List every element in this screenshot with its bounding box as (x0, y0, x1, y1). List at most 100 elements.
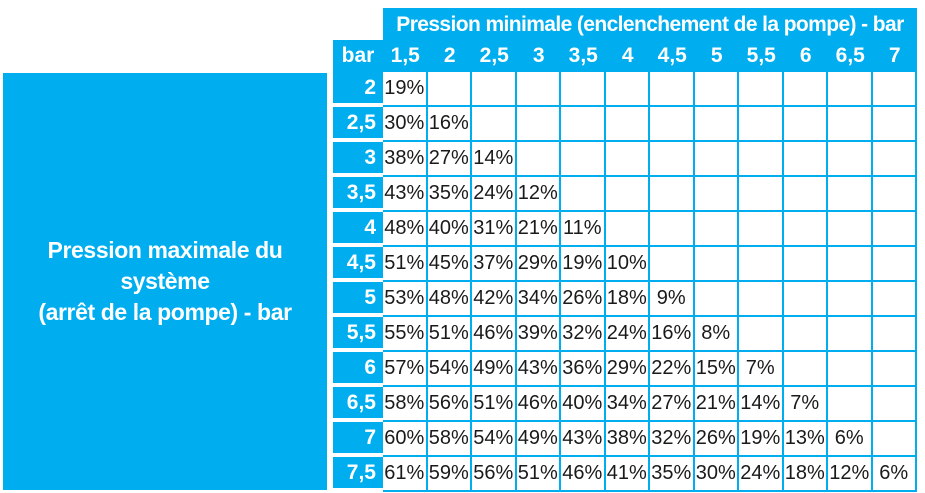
table-cell: 41% (605, 457, 648, 490)
table-cell: 43% (561, 422, 604, 455)
table-cell-empty (516, 72, 559, 105)
column-header: 3,5 (568, 44, 598, 67)
row-axis-title: Pression maximale du système (arrêt de l… (3, 73, 327, 490)
table-cell-empty (739, 247, 782, 280)
table-cell: 18% (605, 282, 648, 315)
table-cell: 49% (516, 422, 559, 455)
table-cell: 11% (561, 212, 604, 245)
table-cell-empty (650, 107, 693, 140)
table-cell-empty (561, 142, 604, 175)
table-cell: 48% (427, 282, 470, 315)
table-cell-empty (516, 107, 559, 140)
table-cell-empty (739, 107, 782, 140)
table-cell-empty (516, 142, 559, 175)
table-cell-empty (872, 142, 915, 175)
column-header: 5 (710, 44, 723, 67)
table-cell-empty (872, 177, 915, 210)
table-cell: 58% (383, 387, 426, 420)
table-cell: 46% (516, 387, 559, 420)
table-cell-empty (472, 107, 515, 140)
row-header: 3,5 (333, 177, 383, 208)
table-cell: 36% (561, 352, 604, 385)
table-cell-empty (783, 72, 826, 105)
table-cell-empty (783, 352, 826, 385)
row-header: 7,5 (333, 457, 383, 488)
table-cell: 45% (427, 247, 470, 280)
table-cell: 21% (694, 387, 737, 420)
table-cell-empty (828, 247, 871, 280)
table-cell: 6% (828, 422, 871, 455)
table-cell: 39% (516, 317, 559, 350)
table-cell: 42% (472, 282, 515, 315)
column-header: 2 (443, 44, 456, 67)
table-cell: 51% (472, 387, 515, 420)
table-cell: 43% (516, 352, 559, 385)
table-cell: 51% (427, 317, 470, 350)
table-cell: 56% (472, 457, 515, 490)
table-cell: 9% (650, 282, 693, 315)
table-cell: 51% (516, 457, 559, 490)
table-cell-empty (694, 142, 737, 175)
table-cell: 14% (739, 387, 782, 420)
table-cell-empty (694, 247, 737, 280)
table-cell-empty (739, 317, 782, 350)
table-cell-empty (872, 72, 915, 105)
column-header: 4 (621, 44, 634, 67)
table-cell: 29% (605, 352, 648, 385)
table-cell: 54% (427, 352, 470, 385)
table-cell-empty (828, 177, 871, 210)
table-cell: 8% (694, 317, 737, 350)
table-cell-empty (650, 212, 693, 245)
table-cell: 58% (427, 422, 470, 455)
table-cell: 32% (561, 317, 604, 350)
table-cell: 34% (605, 387, 648, 420)
table-cell-empty (561, 107, 604, 140)
table-cell-empty (828, 142, 871, 175)
table-cell: 61% (383, 457, 426, 490)
table-cell-empty (872, 247, 915, 280)
table-cell-empty (872, 387, 915, 420)
table-cell: 56% (427, 387, 470, 420)
table-cell: 22% (650, 352, 693, 385)
column-header: 6 (799, 44, 812, 67)
data-grid: 19% 30% 16% 38% 27% 14% 43% 35% 24% 12% 48% 40% 31% 2… (383, 72, 917, 492)
table-cell: 53% (383, 282, 426, 315)
table-cell-empty (605, 107, 648, 140)
table-cell-empty (739, 142, 782, 175)
table-cell: 24% (739, 457, 782, 490)
row-header: 4 (333, 212, 383, 243)
table-cell: 38% (605, 422, 648, 455)
table-cell-empty (694, 72, 737, 105)
table-cell-empty (650, 142, 693, 175)
table-cell: 26% (561, 282, 604, 315)
column-header: 1,5 (390, 44, 420, 67)
table-cell: 6% (872, 457, 915, 490)
table-cell-empty (605, 142, 648, 175)
table-cell: 15% (694, 352, 737, 385)
table-cell: 10% (605, 247, 648, 280)
table-cell-empty (694, 212, 737, 245)
row-header: 5 (333, 282, 383, 313)
row-header: 3 (333, 142, 383, 173)
table-cell-empty (783, 177, 826, 210)
row-header: 2,5 (333, 107, 383, 138)
table-cell: 59% (427, 457, 470, 490)
table-cell: 19% (561, 247, 604, 280)
column-header: 5,5 (746, 44, 776, 67)
table-cell: 35% (427, 177, 470, 210)
table-cell: 29% (516, 247, 559, 280)
table-cell: 19% (739, 422, 782, 455)
table-cell-empty (650, 247, 693, 280)
table-cell: 46% (472, 317, 515, 350)
table-cell-empty (872, 422, 915, 455)
table-cell-empty (739, 177, 782, 210)
table-cell-empty (605, 212, 648, 245)
row-axis-title-line1: Pression maximale du système (47, 237, 283, 294)
table-cell-empty (694, 177, 737, 210)
table-cell-empty (828, 212, 871, 245)
table-cell-empty (872, 107, 915, 140)
table-cell-empty (739, 212, 782, 245)
corner-unit-label: bar (333, 40, 383, 72)
table-cell-empty (605, 72, 648, 105)
